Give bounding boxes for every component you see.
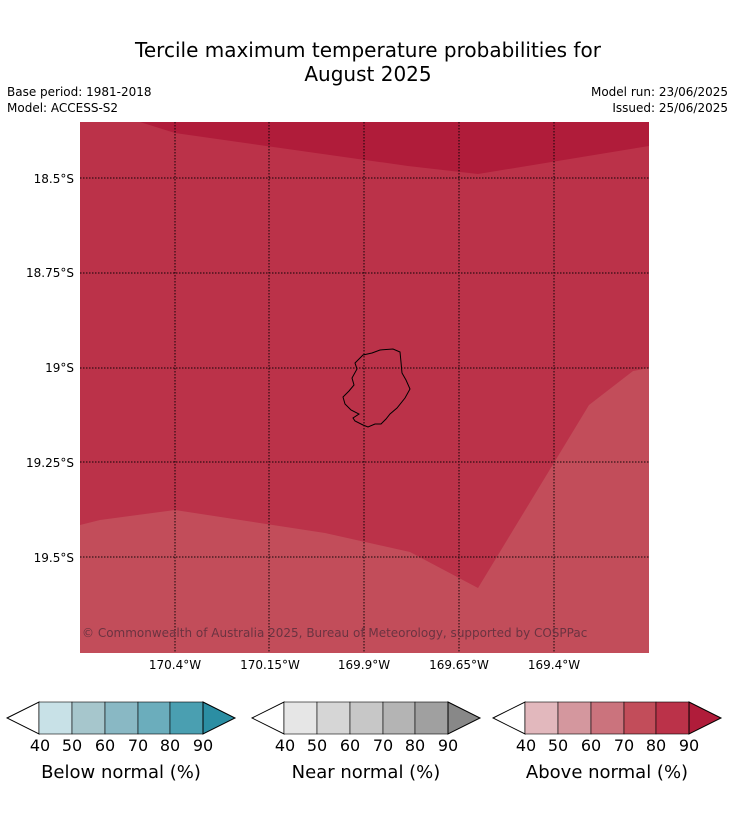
colorbar-tick: 90	[192, 736, 214, 755]
map-panel[interactable]: © Commonwealth of Australia 2025, Bureau…	[80, 122, 649, 653]
colorbar-below-svg	[6, 701, 237, 735]
colorbar-near-svg	[251, 701, 482, 735]
lon-label: 170.4°W	[148, 658, 202, 672]
region-above-70-80	[80, 368, 649, 653]
lon-label: 169.4°W	[527, 658, 581, 672]
model-run-text: Model run: 23/06/2025	[590, 85, 728, 99]
colorbar-swatch	[169, 701, 204, 735]
colorbar-swatch	[316, 701, 351, 735]
colorbar-swatch	[71, 701, 106, 735]
colorbar-near	[251, 700, 483, 736]
colorbar-tick: 40	[29, 736, 51, 755]
title-line-2: August 2025	[304, 62, 432, 86]
colorbar-above-label: Above normal (%)	[525, 762, 689, 783]
colorbar-swatch	[655, 701, 690, 735]
title-line-1: Tercile maximum temperature probabilitie…	[135, 38, 601, 62]
lat-label: 19°S	[45, 361, 74, 375]
colorbar-above-svg	[492, 701, 723, 735]
lon-label: 169.65°W	[429, 658, 489, 672]
colorbar-tick: 60	[94, 736, 116, 755]
colorbar-swatch	[349, 701, 384, 735]
colorbar-swatch	[38, 701, 73, 735]
model-text: Model: ACCESS-S2	[7, 101, 119, 115]
colorbar-extend-high	[688, 701, 723, 735]
colorbar-extend-low	[492, 701, 526, 735]
colorbar-tick: 70	[372, 736, 394, 755]
lat-label: 18.75°S	[26, 266, 74, 280]
colorbar-tick: 60	[339, 736, 361, 755]
colorbar-swatch	[283, 701, 318, 735]
lat-label: 18.5°S	[33, 172, 74, 186]
colorbar-swatch	[137, 701, 171, 735]
region-above-90-plus	[140, 122, 649, 174]
lon-label: 170.15°W	[240, 658, 300, 672]
colorbar-extend-high	[447, 701, 482, 735]
map-svg	[80, 122, 649, 653]
meta-right: Model run: 23/06/2025 Issued: 25/06/2025	[591, 84, 728, 116]
colorbar-tick: 90	[678, 736, 700, 755]
colorbar-swatch	[414, 701, 449, 735]
base-period-text: Base period: 1981-2018	[7, 85, 152, 99]
colorbar-below-label: Below normal (%)	[41, 762, 201, 783]
colorbar-tick: 60	[580, 736, 602, 755]
colorbar-tick: 80	[159, 736, 181, 755]
colorbar-tick: 40	[274, 736, 296, 755]
chart-title: Tercile maximum temperature probabilitie…	[0, 38, 736, 86]
colorbar-extend-low	[251, 701, 285, 735]
colorbar-tick: 50	[61, 736, 83, 755]
colorbar-below	[6, 700, 238, 736]
lat-label: 19.25°S	[26, 456, 74, 470]
niue-coastline	[342, 348, 411, 428]
colorbar-swatch	[524, 701, 559, 735]
colorbar-swatch	[590, 701, 625, 735]
colorbar-tick: 50	[547, 736, 569, 755]
colorbar-extend-high	[202, 701, 237, 735]
copyright-text: © Commonwealth of Australia 2025, Bureau…	[82, 626, 588, 640]
colorbar-tick: 70	[613, 736, 635, 755]
colorbar-tick: 90	[437, 736, 459, 755]
colorbar-swatch	[104, 701, 139, 735]
colorbar-swatch	[623, 701, 657, 735]
colorbar-tick: 70	[127, 736, 149, 755]
lon-label: 169.9°W	[337, 658, 391, 672]
graticule	[80, 122, 649, 653]
colorbar-near-label: Near normal (%)	[291, 762, 441, 783]
colorbar-swatch	[557, 701, 592, 735]
colorbar-above	[492, 700, 724, 736]
colorbar-tick: 80	[404, 736, 426, 755]
colorbar-swatch	[382, 701, 416, 735]
colorbar-tick: 50	[306, 736, 328, 755]
colorbar-extend-low	[6, 701, 40, 735]
issued-text: Issued: 25/06/2025	[612, 101, 728, 115]
meta-left: Base period: 1981-2018 Model: ACCESS-S2	[7, 84, 152, 116]
lat-label: 19.5°S	[33, 551, 74, 565]
colorbar-tick: 40	[515, 736, 537, 755]
colorbar-tick: 80	[645, 736, 667, 755]
